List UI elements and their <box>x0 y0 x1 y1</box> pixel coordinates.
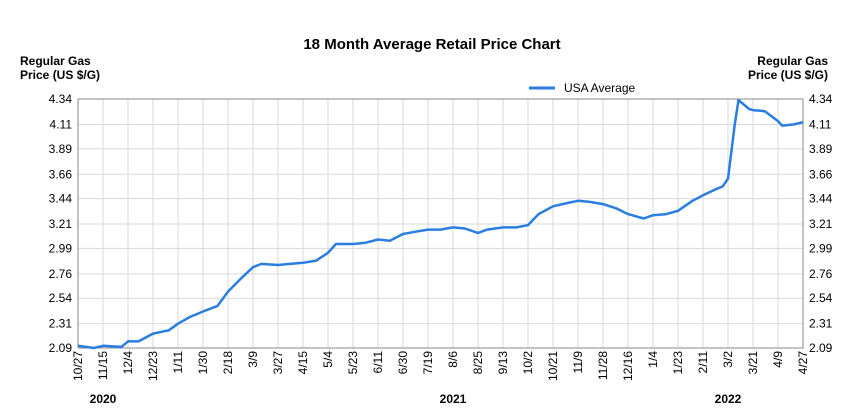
y-tick-label-right: 2.99 <box>809 241 833 255</box>
x-tick-label: 4/27 <box>796 351 810 375</box>
y-tick-label-left: 3.44 <box>49 192 73 206</box>
chart-title: 18 Month Average Retail Price Chart <box>303 36 560 53</box>
x-tick-label: 10/2 <box>521 351 535 375</box>
x-tick-label: 3/9 <box>246 351 260 368</box>
x-tick-label: 12/23 <box>146 351 160 381</box>
y-tick-label-left: 3.66 <box>49 167 73 181</box>
y-axis-title-left-line-2: Price (US $/G) <box>20 68 100 82</box>
legend-label-usa-average: USA Average <box>564 81 635 95</box>
x-tick-label: 11/9 <box>571 351 585 374</box>
x-tick-labels: 10/27 11/15 12/4 12/23 1/11 1/30 2/18 3/9 3/27 4/… <box>71 351 810 381</box>
x-tick-label: 4/9 <box>771 351 785 368</box>
grid <box>77 98 804 349</box>
series-layer <box>77 98 804 350</box>
y-axis-title-left-line-1: Regular Gas <box>20 54 91 68</box>
y-axis-title-right-line-2: Price (US $/G) <box>748 68 828 82</box>
y-tick-label-left: 2.76 <box>49 267 73 281</box>
x-tick-label: 5/4 <box>321 351 335 368</box>
y-tick-label-left: 4.34 <box>49 92 73 106</box>
y-tick-labels: 4.34 4.34 4.11 4.11 3.89 3.89 3.66 3.66 3.44 3.44… <box>49 92 833 355</box>
y-tick-label-right: 3.89 <box>809 142 833 156</box>
x-tick-label: 12/16 <box>621 351 635 381</box>
y-tick-label-left: 4.11 <box>50 117 73 131</box>
x-tick-label: 1/11 <box>171 351 185 374</box>
x-tick-label: 7/19 <box>421 351 435 375</box>
y-tick-label-left: 3.21 <box>49 217 73 231</box>
year-labels: 2020 2021 2022 <box>90 392 742 406</box>
x-tick-label: 1/30 <box>196 351 210 375</box>
y-tick-label-right: 3.21 <box>809 217 833 231</box>
y-tick-label-left: 2.54 <box>49 291 73 305</box>
x-tick-label: 3/2 <box>721 351 735 368</box>
x-tick-label: 9/13 <box>496 351 510 375</box>
y-axis-title-right-line-1: Regular Gas <box>757 54 828 68</box>
x-tick-label: 1/4 <box>646 351 660 368</box>
y-tick-label-right: 3.66 <box>809 167 833 181</box>
y-tick-label-right: 2.76 <box>809 267 833 281</box>
legend: USA Average <box>529 81 635 95</box>
x-tick-label: 6/11 <box>371 351 385 374</box>
y-tick-label-right: 2.54 <box>809 291 833 305</box>
x-tick-label: 1/23 <box>671 351 685 375</box>
y-tick-label-left: 2.31 <box>49 317 73 331</box>
y-tick-label-left: 2.99 <box>49 241 73 255</box>
x-tick-label: 12/4 <box>121 351 135 375</box>
x-tick-label: 11/28 <box>596 351 610 380</box>
year-label: 2020 <box>90 392 117 406</box>
year-label: 2021 <box>440 392 467 406</box>
x-tick-label: 4/15 <box>296 351 310 375</box>
y-tick-label-left: 2.09 <box>49 341 73 355</box>
y-tick-label-right: 2.09 <box>809 341 833 355</box>
x-tick-label: 6/30 <box>396 351 410 375</box>
y-tick-label-right: 4.11 <box>809 117 832 131</box>
x-tick-label: 11/15 <box>96 351 110 380</box>
x-tick-label: 2/11 <box>696 351 710 374</box>
year-label: 2022 <box>715 392 742 406</box>
x-tick-label: 10/21 <box>546 351 560 381</box>
x-tick-label: 8/6 <box>446 351 460 368</box>
y-tick-label-left: 3.89 <box>49 142 73 156</box>
x-tick-label: 3/27 <box>271 351 285 375</box>
y-tick-label-right: 2.31 <box>809 317 833 331</box>
x-tick-label: 2/18 <box>221 351 235 375</box>
y-tick-label-right: 3.44 <box>809 192 833 206</box>
plot-area <box>77 98 804 349</box>
y-tick-label-right: 4.34 <box>809 92 833 106</box>
x-tick-label: 5/23 <box>346 351 360 375</box>
x-tick-label: 8/25 <box>471 351 485 375</box>
x-tick-label: 10/27 <box>71 351 85 381</box>
series-line-usa-average <box>77 98 804 350</box>
x-tick-label: 3/21 <box>746 351 760 375</box>
